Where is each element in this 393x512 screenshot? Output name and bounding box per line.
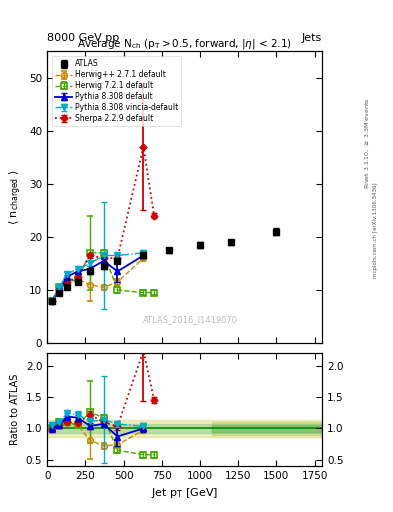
Bar xyxy=(47,424,322,433)
Text: mcplots.cern.ch [arXiv:1306.3436]: mcplots.cern.ch [arXiv:1306.3436] xyxy=(373,183,378,278)
Bar xyxy=(212,422,322,435)
X-axis label: Jet p$_{\rm T}$ [GeV]: Jet p$_{\rm T}$ [GeV] xyxy=(151,486,218,500)
Bar xyxy=(212,425,322,432)
Text: ATLAS_2016_I1419070: ATLAS_2016_I1419070 xyxy=(143,315,238,324)
Y-axis label: $\langle$ n$_{\rm charged}$ $\rangle$: $\langle$ n$_{\rm charged}$ $\rangle$ xyxy=(7,169,24,225)
Text: Jets: Jets xyxy=(302,33,322,43)
Text: 8000 GeV pp: 8000 GeV pp xyxy=(47,33,119,43)
Text: Rivet 3.1.10, $\geq$ 3.3M events: Rivet 3.1.10, $\geq$ 3.3M events xyxy=(364,98,371,189)
Y-axis label: Ratio to ATLAS: Ratio to ATLAS xyxy=(10,374,20,445)
Bar xyxy=(47,420,322,437)
Legend: ATLAS, Herwig++ 2.7.1 default, Herwig 7.2.1 default, Pythia 8.308 default, Pythi: ATLAS, Herwig++ 2.7.1 default, Herwig 7.… xyxy=(52,56,182,126)
Title: Average N$_{\rm ch}$ (p$_{\rm T}$$>$0.5, forward, |$\eta$| < 2.1): Average N$_{\rm ch}$ (p$_{\rm T}$$>$0.5,… xyxy=(77,37,292,51)
